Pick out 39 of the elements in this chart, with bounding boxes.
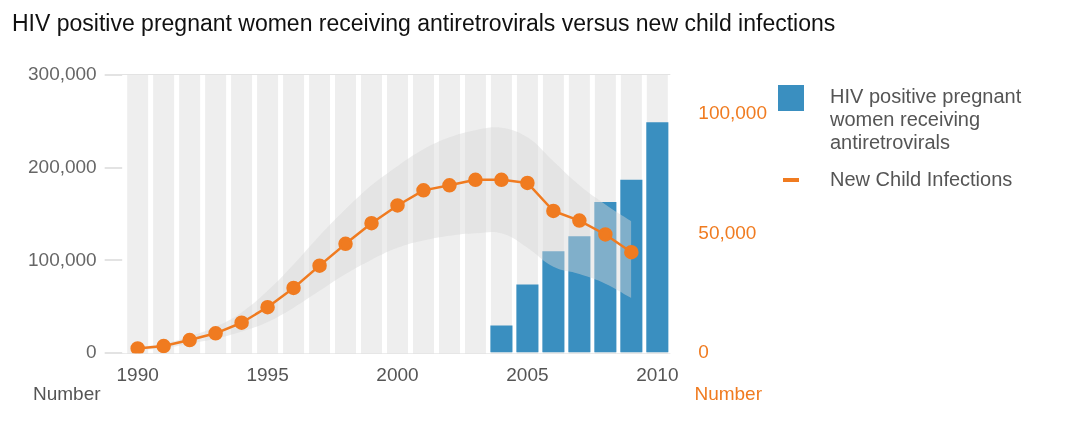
point (494, 172, 509, 188)
y-tick-label: 300,000 (27, 63, 97, 85)
point (598, 227, 613, 242)
point (234, 315, 249, 330)
point (182, 332, 197, 348)
x-tick-label: 1995 (246, 363, 289, 385)
point (338, 236, 353, 252)
y2-axis-title: Number (694, 383, 763, 404)
point (520, 175, 535, 191)
point (130, 341, 145, 354)
y2-tick-label: 50,000 (698, 221, 757, 243)
point (442, 178, 457, 193)
point (208, 326, 223, 341)
point (572, 213, 587, 228)
chart-title: HIV positive pregnant women receiving antiretrovirals versus new child infections (12, 10, 836, 37)
y-axis-title: Number (33, 383, 102, 404)
x-tick-label: 2005 (506, 363, 549, 385)
point (286, 280, 301, 296)
y-tick-label: 100,000 (27, 248, 97, 270)
point (260, 299, 275, 315)
y-tick-label: 0 (86, 341, 97, 363)
x-tick-label: 2000 (376, 363, 419, 385)
y2-tick-label: 0 (698, 341, 709, 363)
bar (490, 325, 513, 353)
point (364, 215, 379, 231)
legend-label: HIV positive pregnant women receiving antiretrovirals (830, 85, 1023, 154)
bar (516, 284, 539, 353)
legend-label: New Child Infections (830, 168, 1014, 191)
y2-tick-label: 100,000 (698, 101, 768, 123)
x-tick-label: 1990 (116, 363, 159, 385)
x-tick-label: 2010 (636, 363, 679, 385)
point (416, 183, 431, 198)
y-tick-label: 200,000 (27, 155, 97, 177)
point (156, 338, 171, 354)
point (546, 203, 561, 219)
point (390, 198, 405, 213)
point (468, 172, 483, 188)
point (312, 258, 327, 273)
point (624, 244, 639, 260)
